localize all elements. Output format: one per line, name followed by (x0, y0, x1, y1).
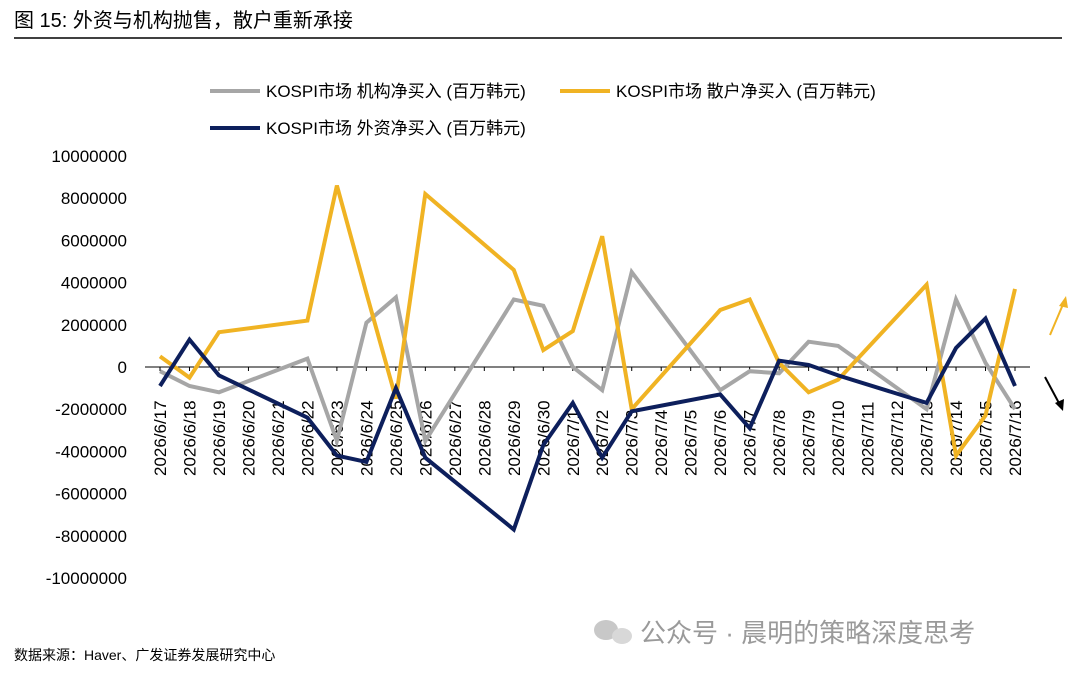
series-line (158, 315, 1017, 533)
source: 数据来源：Haver、广发证券发展研究中心 (14, 647, 275, 663)
chart-title: 图 15: 外资与机构抛售，散户重新承接 (14, 9, 353, 32)
series-line (158, 184, 1017, 461)
x-tick-label: 2026/7/8 (770, 410, 789, 476)
x-tick-label: 2026/7/4 (652, 410, 671, 476)
x-tick-label: 2026/6/29 (505, 400, 524, 476)
x-tick-label: 2026/6/21 (269, 400, 288, 476)
y-tick-label: 8000000 (61, 189, 127, 208)
y-tick-label: -10000000 (46, 569, 127, 588)
legend-label: KOSPI市场 机构净买入 (百万韩元) (266, 82, 526, 101)
x-tick-label: 2026/6/25 (387, 400, 406, 476)
y-tick-label: 6000000 (61, 231, 127, 250)
y-tick-label: 4000000 (61, 274, 127, 293)
y-tick-label: 0 (118, 358, 127, 377)
legend-label: KOSPI市场 散户净买入 (百万韩元) (616, 82, 876, 101)
y-tick-label: -8000000 (55, 527, 127, 546)
arrows (1044, 296, 1068, 411)
x-tick-label: 2026/6/28 (475, 400, 494, 476)
x-tick-label: 2026/7/5 (682, 410, 701, 476)
x-tick-label: 2026/7/7 (741, 410, 760, 476)
watermark: 公众号 · 晨明的策略深度思考 (640, 618, 975, 648)
x-tick-label: 2026/6/24 (357, 400, 376, 476)
y-tick-label: -2000000 (55, 400, 127, 419)
legend-label: KOSPI市场 外资净买入 (百万韩元) (266, 119, 526, 138)
x-tick-label: 2026/7/11 (859, 402, 878, 476)
x-tick-label: 2026/7/3 (623, 410, 642, 476)
x-tick-label: 2026/6/17 (151, 400, 170, 476)
x-tick-label: 2026/7/14 (947, 400, 966, 476)
x-tick-label: 2026/7/10 (829, 400, 848, 476)
x-tick-label: 2026/6/19 (210, 400, 229, 476)
watermark-icon (594, 620, 632, 644)
x-tick-label: 2026/6/20 (239, 400, 258, 476)
y-tick-label: -4000000 (55, 442, 127, 461)
x-tick-label: 2026/7/1 (564, 410, 583, 476)
x-tick-label: 2026/7/6 (711, 410, 730, 476)
x-tick-label: 2026/7/9 (800, 410, 819, 476)
x-tick-label: 2026/7/13 (918, 400, 937, 476)
x-tick-label: 2026/6/22 (298, 400, 317, 476)
x-tick-label: 2026/7/16 (1006, 400, 1025, 476)
y-tick-label: -6000000 (55, 485, 127, 504)
x-tick-label: 2026/6/27 (446, 400, 465, 476)
x-tick-label: 2026/7/12 (888, 400, 907, 476)
series-line (159, 267, 1017, 448)
x-tick-label: 2026/6/18 (180, 400, 199, 476)
x-tick-label: 2026/7/2 (593, 410, 612, 476)
y-tick-label: 10000000 (51, 147, 127, 166)
y-tick-label: 2000000 (61, 316, 127, 335)
